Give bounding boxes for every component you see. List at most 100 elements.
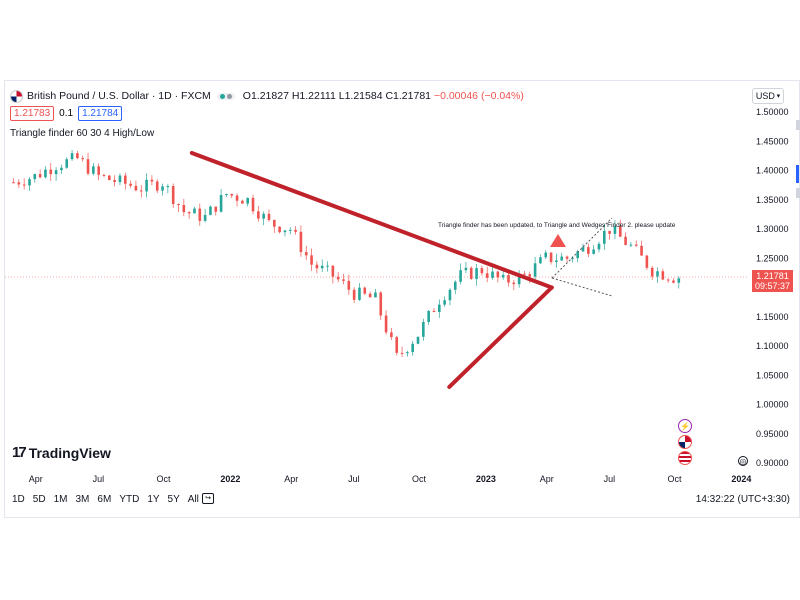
candle-body bbox=[422, 321, 425, 337]
side-toolbar-indicator[interactable] bbox=[796, 165, 799, 183]
buy-price-button[interactable]: 1.21784 bbox=[78, 106, 123, 121]
candle-body bbox=[432, 310, 436, 313]
candle-body bbox=[310, 255, 313, 265]
uk-event-icon[interactable] bbox=[678, 435, 692, 449]
candle-body bbox=[283, 230, 287, 233]
candle-body bbox=[661, 271, 665, 280]
candle-body bbox=[485, 273, 489, 278]
candle-body bbox=[86, 159, 90, 174]
side-toolbar-handle[interactable] bbox=[796, 120, 800, 130]
range-button-5y[interactable]: 5Y bbox=[167, 494, 180, 505]
y-tick-label: 1.35000 bbox=[756, 195, 789, 205]
candle-body bbox=[368, 293, 372, 298]
candle-body bbox=[139, 190, 143, 192]
us-event-icon[interactable] bbox=[678, 451, 692, 465]
candle-body bbox=[49, 169, 53, 175]
candle-body bbox=[496, 271, 500, 278]
candle-body bbox=[102, 174, 106, 176]
side-toolbar-handle[interactable] bbox=[796, 188, 800, 198]
candle-body bbox=[528, 274, 532, 277]
sell-price-button[interactable]: 1.21783 bbox=[10, 106, 55, 121]
candle-body bbox=[203, 214, 207, 221]
candle-body bbox=[517, 273, 521, 285]
candle-body bbox=[150, 179, 154, 182]
candle-body bbox=[549, 252, 553, 262]
goto-settings-icon[interactable]: ◎ bbox=[738, 456, 748, 466]
symbol-header[interactable]: British Pound / U.S. Dollar · 1D · FXCM … bbox=[10, 88, 524, 104]
candle-body bbox=[379, 292, 383, 316]
candle-body bbox=[539, 257, 542, 264]
candle-body bbox=[544, 252, 548, 258]
bar-countdown: 09:57:37 bbox=[754, 281, 791, 291]
candle-body bbox=[241, 200, 244, 204]
close-value: C1.21781 bbox=[385, 90, 432, 102]
tv-mark-icon: 17 bbox=[12, 444, 27, 461]
candle-body bbox=[469, 267, 473, 279]
candle-body bbox=[134, 185, 138, 191]
candle-body bbox=[123, 175, 127, 184]
candle-body bbox=[267, 213, 271, 220]
candle-body bbox=[443, 300, 446, 305]
range-button-all[interactable]: All bbox=[187, 494, 199, 505]
candle-body bbox=[656, 271, 659, 277]
candle-body bbox=[262, 213, 265, 219]
lightning-icon[interactable]: ⚡ bbox=[678, 419, 692, 433]
candle-body bbox=[225, 193, 228, 195]
candle-body bbox=[400, 352, 404, 354]
candle-body bbox=[54, 170, 58, 175]
candle-body bbox=[22, 184, 26, 186]
range-button-1m[interactable]: 1M bbox=[53, 494, 68, 505]
candle-body bbox=[363, 287, 367, 294]
candle-body bbox=[576, 251, 579, 259]
candle-body bbox=[235, 195, 239, 201]
range-button-5d[interactable]: 5D bbox=[32, 494, 46, 505]
candle-body bbox=[187, 212, 191, 214]
range-button-3m[interactable]: 3M bbox=[75, 494, 90, 505]
candle-body bbox=[512, 282, 516, 285]
symbol-name[interactable]: British Pound / U.S. Dollar · 1D · FXCM bbox=[27, 90, 211, 102]
range-button-1d[interactable]: 1D bbox=[12, 494, 25, 505]
y-tick-label: 1.50000 bbox=[756, 107, 789, 117]
triangle-lines bbox=[189, 150, 554, 389]
candle-body bbox=[209, 206, 212, 215]
range-button-6m[interactable]: 6M bbox=[97, 494, 112, 505]
spread-value: 0.1 bbox=[59, 108, 74, 119]
candle-body bbox=[342, 279, 345, 281]
candle-body bbox=[251, 197, 255, 212]
candlestick-series bbox=[12, 150, 681, 358]
calendar-icon[interactable]: ↪ bbox=[202, 493, 214, 504]
candle-body bbox=[390, 332, 393, 338]
candle-body bbox=[198, 208, 202, 221]
candle-body bbox=[666, 279, 670, 281]
candle-body bbox=[60, 167, 63, 171]
ascending-trendline[interactable] bbox=[447, 285, 554, 389]
x-tick-label: Oct bbox=[667, 474, 682, 484]
y-tick-label: 1.30000 bbox=[756, 224, 789, 234]
candle-body bbox=[294, 229, 297, 232]
high-value: H1.22111 bbox=[291, 90, 336, 102]
currency-selector[interactable]: USD ▾ bbox=[752, 88, 784, 104]
y-tick-label: 1.05000 bbox=[756, 370, 789, 380]
candle-body bbox=[347, 280, 351, 290]
candle-body bbox=[672, 280, 675, 283]
indicator-legend[interactable]: Triangle finder 60 30 4 High/Low bbox=[10, 128, 155, 139]
candle-body bbox=[592, 249, 595, 254]
candle-body bbox=[602, 230, 606, 244]
tradingview-logo[interactable]: 17 TradingView bbox=[12, 444, 111, 461]
descending-trendline[interactable] bbox=[189, 150, 554, 290]
candle-body bbox=[438, 304, 441, 313]
range-bar: 1D 5D 1M 3M 6M YTD 1Y 5Y All bbox=[12, 494, 199, 505]
currency-label: USD bbox=[755, 91, 775, 101]
range-button-ytd[interactable]: YTD bbox=[119, 494, 140, 505]
clock-timezone[interactable]: 14:32:22 (UTC+3:30) bbox=[695, 494, 790, 505]
candle-body bbox=[12, 182, 15, 184]
y-tick-label: 1.25000 bbox=[756, 253, 789, 263]
candle-body bbox=[315, 264, 319, 269]
chevron-down-icon: ▾ bbox=[776, 93, 781, 100]
candle-body bbox=[416, 336, 420, 344]
candle-body bbox=[177, 204, 180, 206]
x-tick-label: Apr bbox=[284, 474, 298, 484]
candle-body bbox=[166, 186, 170, 188]
range-button-1y[interactable]: 1Y bbox=[147, 494, 160, 505]
